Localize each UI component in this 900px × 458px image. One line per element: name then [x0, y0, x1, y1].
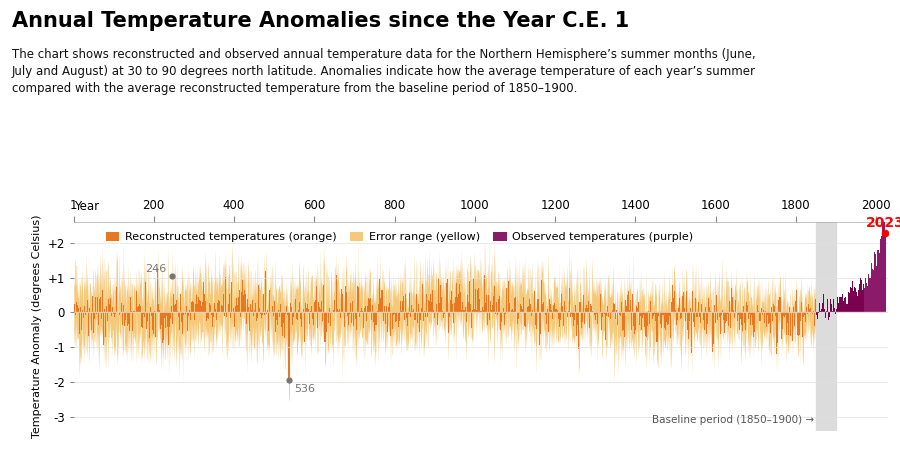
Text: 536: 536: [294, 384, 316, 394]
Text: Annual Temperature Anomalies since the Year C.E. 1: Annual Temperature Anomalies since the Y…: [12, 11, 629, 32]
Legend: Reconstructed temperatures (orange), Error range (yellow), Observed temperatures: Reconstructed temperatures (orange), Err…: [104, 230, 696, 245]
Text: The chart shows reconstructed and observed annual temperature data for the North: The chart shows reconstructed and observ…: [12, 48, 756, 95]
Y-axis label: Temperature Anomaly (degrees Celsius): Temperature Anomaly (degrees Celsius): [32, 215, 41, 438]
Text: Baseline period (1850–1900) →: Baseline period (1850–1900) →: [652, 415, 814, 425]
Text: 2023: 2023: [866, 216, 900, 230]
Text: Year: Year: [74, 200, 99, 213]
Text: 246: 246: [145, 263, 166, 273]
Bar: [816, 222, 836, 431]
